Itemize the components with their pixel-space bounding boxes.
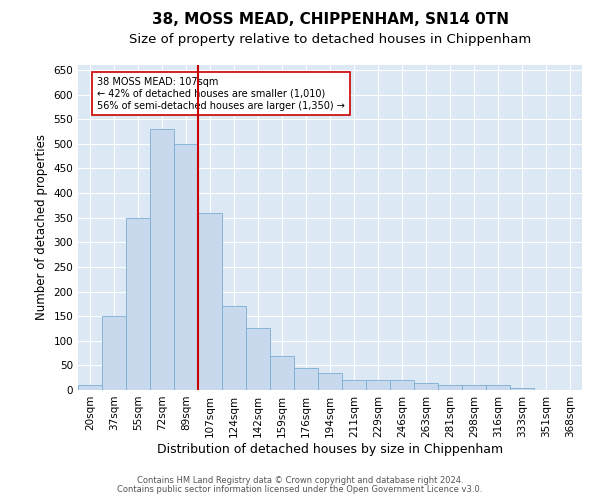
Text: Contains HM Land Registry data © Crown copyright and database right 2024.: Contains HM Land Registry data © Crown c… (137, 476, 463, 485)
Text: Size of property relative to detached houses in Chippenham: Size of property relative to detached ho… (129, 32, 531, 46)
Bar (102, 316, 126, 390)
Text: 38, MOSS MEAD, CHIPPENHAM, SN14 0TN: 38, MOSS MEAD, CHIPPENHAM, SN14 0TN (151, 12, 509, 28)
Bar (414, 382, 438, 390)
Bar (342, 380, 366, 390)
Y-axis label: Number of detached properties: Number of detached properties (35, 134, 48, 320)
Bar (126, 218, 150, 390)
Bar (366, 380, 390, 390)
Bar (78, 385, 102, 390)
Bar (294, 368, 318, 390)
Bar (270, 356, 294, 390)
Bar (318, 373, 342, 390)
Text: Contains public sector information licensed under the Open Government Licence v3: Contains public sector information licen… (118, 485, 482, 494)
Bar (486, 385, 510, 390)
Bar (222, 306, 246, 390)
Bar (462, 385, 486, 390)
Bar (174, 144, 198, 390)
Text: 38 MOSS MEAD: 107sqm
← 42% of detached houses are smaller (1,010)
56% of semi-de: 38 MOSS MEAD: 107sqm ← 42% of detached h… (97, 78, 345, 110)
Bar (246, 328, 270, 390)
X-axis label: Distribution of detached houses by size in Chippenham: Distribution of detached houses by size … (157, 442, 503, 456)
Bar (150, 129, 174, 390)
Bar (198, 212, 222, 390)
Bar (510, 388, 534, 390)
Bar (438, 385, 462, 390)
Bar (390, 380, 414, 390)
